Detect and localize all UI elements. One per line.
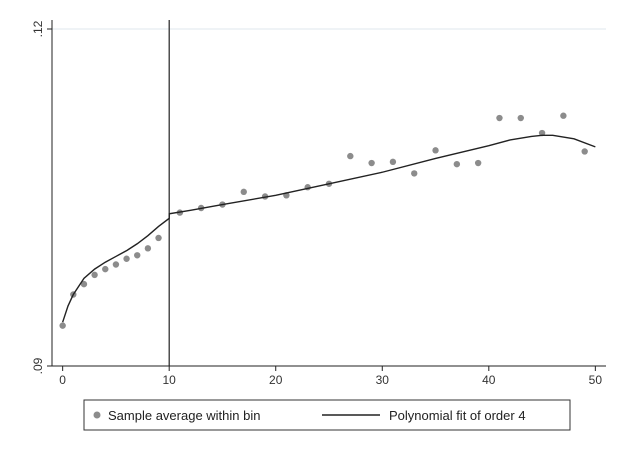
legend: Sample average within bin Polynomial fit …	[83, 399, 571, 431]
y-tick-label: .12	[31, 20, 45, 37]
data-point	[411, 170, 418, 177]
legend-label-sample-average: Sample average within bin	[108, 408, 260, 423]
data-point	[347, 152, 354, 160]
data-point	[581, 148, 588, 155]
legend-marker-icon	[93, 411, 101, 419]
data-point	[59, 322, 66, 329]
data-point	[453, 160, 461, 168]
data-point	[368, 159, 375, 167]
data-point	[496, 114, 503, 122]
x-tick-label: 40	[482, 373, 496, 387]
x-tick-label: 20	[269, 373, 283, 387]
data-point	[389, 158, 397, 166]
x-tick-label: 50	[589, 373, 603, 387]
data-point	[432, 147, 439, 154]
polynomial-fit-line	[61, 134, 596, 323]
y-tick-label: .09	[31, 357, 45, 374]
data-point	[102, 265, 109, 273]
data-point	[538, 129, 546, 137]
data-point	[144, 245, 152, 252]
x-tick-label: 30	[376, 373, 390, 387]
data-point	[474, 159, 482, 167]
data-point	[91, 271, 98, 279]
data-point	[560, 112, 567, 119]
data-point	[112, 261, 120, 268]
x-tick-label: 10	[163, 373, 177, 387]
data-point	[240, 188, 247, 196]
data-point	[517, 114, 524, 122]
data-point	[123, 255, 130, 262]
plot-area: 0 10 20 30 40 50 .09 .12	[31, 20, 606, 387]
data-point	[155, 234, 162, 242]
legend-label-polynomial-fit: Polynomial fit of order 4	[389, 408, 526, 423]
data-point	[80, 280, 88, 288]
data-point	[134, 252, 141, 259]
x-tick-label: 0	[59, 373, 66, 387]
